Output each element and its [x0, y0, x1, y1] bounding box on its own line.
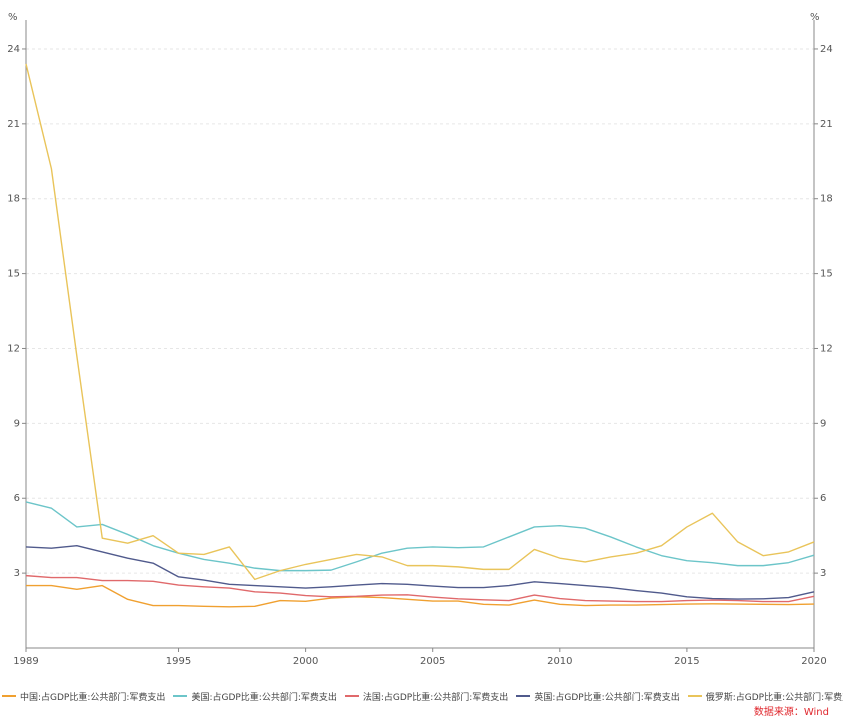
series-line-2: [25, 574, 815, 603]
legend-item-0[interactable]: 中国:占GDP比重:公共部门:军费支出: [2, 688, 165, 704]
series-line-3: [25, 544, 815, 600]
line-chart: 3 3 6 6 9 9 12 12 15 15 18 18 21 21 24 24 1989 1995 2000 20…: [7, 12, 832, 667]
tick-labels: 3 3 6 6 9 9 12 12 15 15 18 18 21 21 24 24 1989 1995 2000 20…: [7, 44, 832, 667]
y-tick-label-right-18: 18: [820, 194, 833, 205]
y-tick-label-right-21: 21: [820, 119, 833, 130]
x-tick-label-2005: 2005: [420, 656, 445, 667]
y-tick-label-left-12: 12: [7, 343, 20, 354]
series-line-4: [25, 63, 815, 581]
y-tick-label-right-24: 24: [820, 44, 833, 55]
legend-label: 法国:占GDP比重:公共部门:军费支出: [362, 692, 509, 703]
y-tick-label-right-12: 12: [820, 343, 833, 354]
legend-label: 英国:占GDP比重:公共部门:军费支出: [534, 692, 680, 703]
x-tick-label-2020: 2020: [801, 656, 826, 667]
legend-swatch: [344, 695, 359, 697]
y-tick-label-left-24: 24: [7, 44, 20, 55]
y-unit-left: %: [8, 12, 18, 23]
legend-label: 美国:占GDP比重:公共部门:军费支出: [191, 692, 337, 703]
y-tick-label-right-6: 6: [820, 493, 826, 504]
y-tick-label-left-21: 21: [7, 119, 20, 130]
source-note: 数据来源：Wind: [753, 707, 829, 718]
series-line-0: [26, 584, 815, 608]
legend-label: 中国:占GDP比重:公共部门:军费支出: [20, 692, 166, 703]
x-tick-label-2000: 2000: [293, 656, 318, 667]
y-tick-label-left-9: 9: [14, 418, 20, 429]
x-tick-label-1995: 1995: [166, 656, 191, 667]
legend-item-3[interactable]: 英国:占GDP比重:公共部门:军费支出: [516, 688, 680, 704]
legend-swatch: [687, 695, 702, 697]
legend-swatch: [173, 695, 188, 697]
legend-label: 俄罗斯:占GDP比重:公共部门:军费支出: [705, 692, 843, 703]
y-tick-label-left-15: 15: [7, 269, 20, 280]
gridlines: [26, 48, 814, 574]
legend: 中国:占GDP比重:公共部门:军费支出 美国:占GDP比重:公共部门:军费支出 法国…: [0, 688, 843, 704]
y-tick-label-left-3: 3: [14, 568, 20, 579]
y-tick-label-left-18: 18: [7, 194, 20, 205]
x-tick-label-1989: 1989: [13, 656, 38, 667]
legend-swatch: [2, 695, 16, 697]
y-tick-label-right-3: 3: [820, 568, 826, 579]
y-unit-right: %: [810, 12, 820, 23]
legend-item-2[interactable]: 法国:占GDP比重:公共部门:军费支出: [344, 688, 509, 704]
y-tick-label-right-9: 9: [820, 418, 826, 429]
series-lines: [25, 63, 815, 608]
y-tick-label-right-15: 15: [820, 269, 833, 280]
series-line-1: [25, 501, 815, 572]
axes: [22, 20, 818, 652]
legend-item-4[interactable]: 俄罗斯:占GDP比重:公共部门:军费支出: [687, 688, 843, 704]
x-tick-label-2015: 2015: [674, 656, 699, 667]
legend-swatch: [516, 695, 531, 697]
legend-item-1[interactable]: 美国:占GDP比重:公共部门:军费支出: [173, 688, 337, 704]
y-tick-label-left-6: 6: [14, 493, 20, 504]
x-tick-label-2010: 2010: [547, 656, 572, 667]
